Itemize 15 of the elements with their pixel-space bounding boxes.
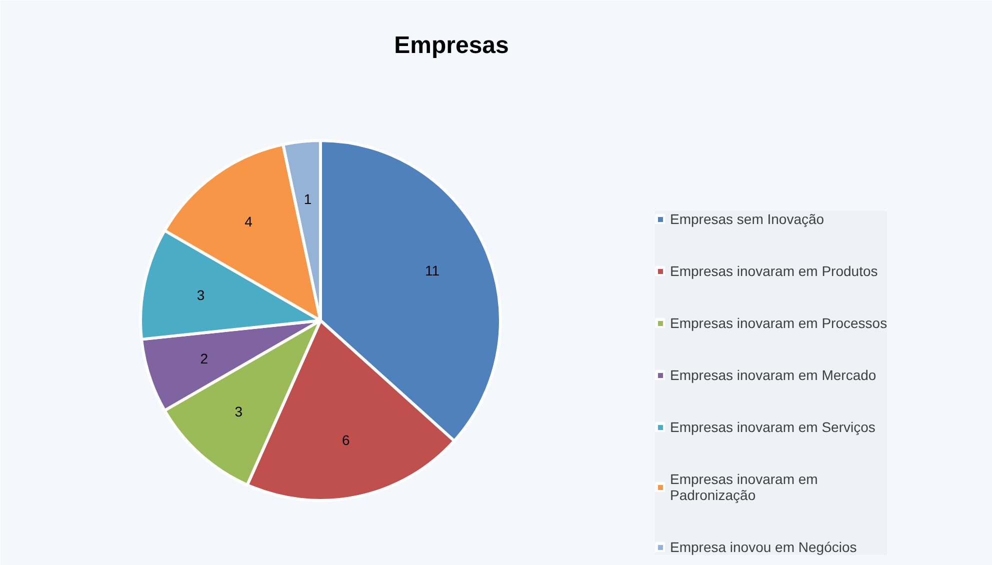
data-label: 6 [342,432,350,448]
legend-label: Empresas sem Inovação [670,211,824,227]
data-label: 3 [196,287,205,304]
data-label: 3 [234,403,243,420]
legend-label: Empresas inovaram em Mercado [670,367,876,383]
legend-label: Empresas inovaram em Processos [670,315,888,331]
data-label: 4 [244,213,253,230]
chart-title: Empresas [394,32,509,59]
legend-label: Empresas inovaram em Serviços [670,419,876,435]
legend-label: Empresas inovaram em Padronização [670,471,818,503]
legend-label: Empresa inovou em Negócios [670,539,857,555]
data-label: 1 [304,190,312,207]
legend-label: Empresas inovaram em Produtos [670,263,878,279]
data-label: 11 [425,262,440,279]
data-label: 2 [200,350,208,366]
